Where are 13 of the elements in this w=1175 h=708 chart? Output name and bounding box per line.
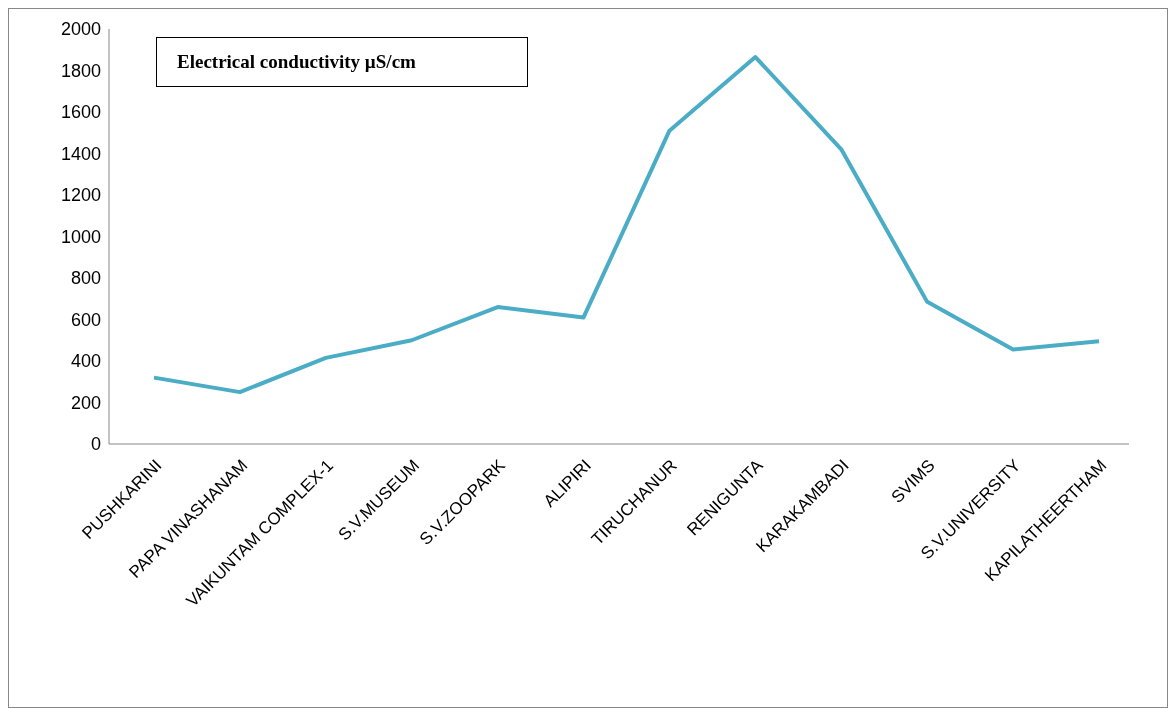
- y-tick-label: 1400: [60, 143, 101, 164]
- y-tick-label: 600: [70, 309, 101, 330]
- y-tick-label: 1600: [60, 102, 101, 123]
- title-frame: Electrical conductivity µS/cm: [156, 37, 528, 87]
- y-tick-label: 800: [70, 268, 101, 289]
- y-tick-label: 1800: [60, 60, 101, 81]
- y-tick-label: 0: [90, 434, 101, 455]
- y-tick-label: 400: [70, 351, 101, 372]
- y-tick-label: 2000: [60, 19, 101, 40]
- y-tick-label: 200: [70, 392, 101, 413]
- y-tick-label: 1000: [60, 226, 101, 247]
- line-series: [152, 55, 1101, 395]
- y-tick-label: 1200: [60, 185, 101, 206]
